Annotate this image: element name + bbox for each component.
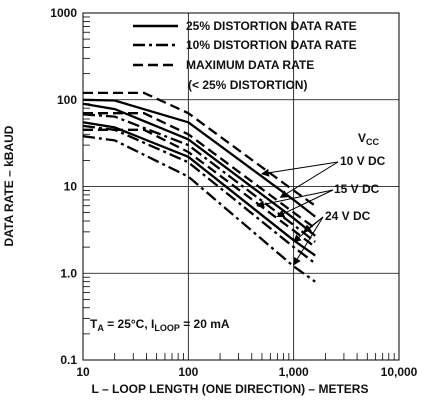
current-value: = 20 mA [180,317,230,331]
vcc-main: V [358,131,366,145]
temp-symbol: T [90,317,98,331]
legend: 25% DISTORTION DATA RATE 10% DISTORTION D… [133,19,357,92]
voltage-label-10v: 10 V DC [340,154,386,168]
series-line-dashed [83,91,316,207]
annotation-arrow [276,189,334,218]
y-tick-label: 1.0 [60,266,77,280]
x-tick-label: 10 [76,365,90,379]
x-tick-label: 10,000 [381,365,418,379]
temp-subscript: A [97,323,104,333]
x-axis-title: L – LOOP LENGTH (ONE DIRECTION) – METERS [92,382,369,396]
current-subscript: LOOP [154,323,180,333]
series-line-dashed [83,112,316,230]
legend-label: 10% DISTORTION DATA RATE [186,38,357,52]
x-tick-label: 1,000 [279,365,309,379]
series-line-dashdot [82,113,316,243]
series-line-solid [82,102,316,237]
voltage-label-24v: 24 V DC [325,209,371,223]
series-line-dashdot [82,135,316,283]
grid-layer [83,13,399,360]
voltage-label-15v: 15 V DC [334,182,380,196]
annotation-arrow [293,216,324,266]
series-line-dashed [83,128,316,249]
y-tick-label: 10 [64,180,78,194]
arrows-layer [256,161,339,266]
legend-label-note: (< 25% DISTORTION) [188,78,307,92]
y-tick-label: 100 [57,93,77,107]
annotation-arrow [260,161,339,177]
ticks-layer: 10 100 1,000 10,000 0.1 1.0 10 100 1000 [50,6,417,379]
y-tick-label: 0.1 [60,353,77,367]
annotation-arrow [292,216,324,243]
conditions-label: TA = 25°C, ILOOP = 20 mA [90,317,230,333]
y-tick-label: 1000 [50,6,77,20]
series-layer [82,91,316,283]
vcc-sub: CC [366,137,379,147]
x-tick-label: 100 [178,365,198,379]
series-line-solid [82,121,316,257]
plot-frame [82,12,400,361]
temp-value: = 25°C, I [104,317,155,331]
vcc-label: VCC [358,131,380,147]
y-axis-title: DATA RATE – kBAUD [2,125,16,246]
legend-label: 25% DISTORTION DATA RATE [186,19,357,33]
annotation-arrow [279,161,339,198]
legend-label: MAXIMUM DATA RATE [186,58,314,72]
annotation-arrow [256,189,334,209]
